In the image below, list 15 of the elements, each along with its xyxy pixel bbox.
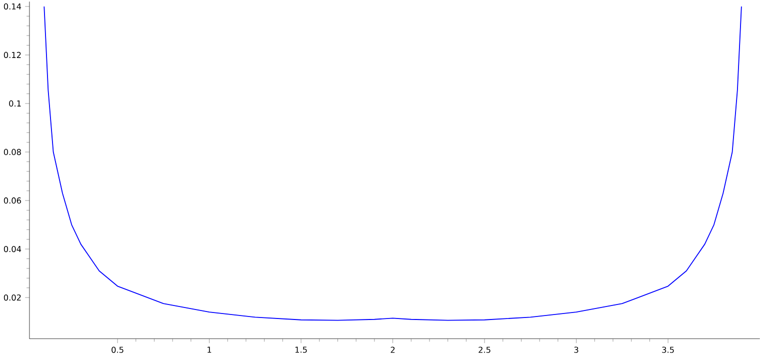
y-tick-label: 0.02 — [4, 294, 21, 300]
x-tick-label: 1 — [208, 346, 212, 353]
x-tick-label: 2 — [390, 346, 395, 353]
x-tick-label: 0.5 — [112, 346, 124, 353]
x-tick-label: 3.5 — [662, 346, 674, 353]
line-series — [44, 6, 742, 321]
x-tick-label: 3 — [574, 346, 578, 353]
y-tick-label: 0.06 — [4, 197, 21, 204]
y-tick-label: 0.08 — [4, 148, 21, 155]
x-tick-label: 1.5 — [295, 346, 307, 353]
y-tick-label: 0.04 — [4, 246, 22, 252]
y-tick-label: 0.1 — [9, 100, 21, 106]
y-tick-label: 0.12 — [4, 52, 21, 58]
y-tick-label: 0.14 — [4, 3, 22, 10]
x-tick-label: 2.5 — [478, 346, 490, 353]
